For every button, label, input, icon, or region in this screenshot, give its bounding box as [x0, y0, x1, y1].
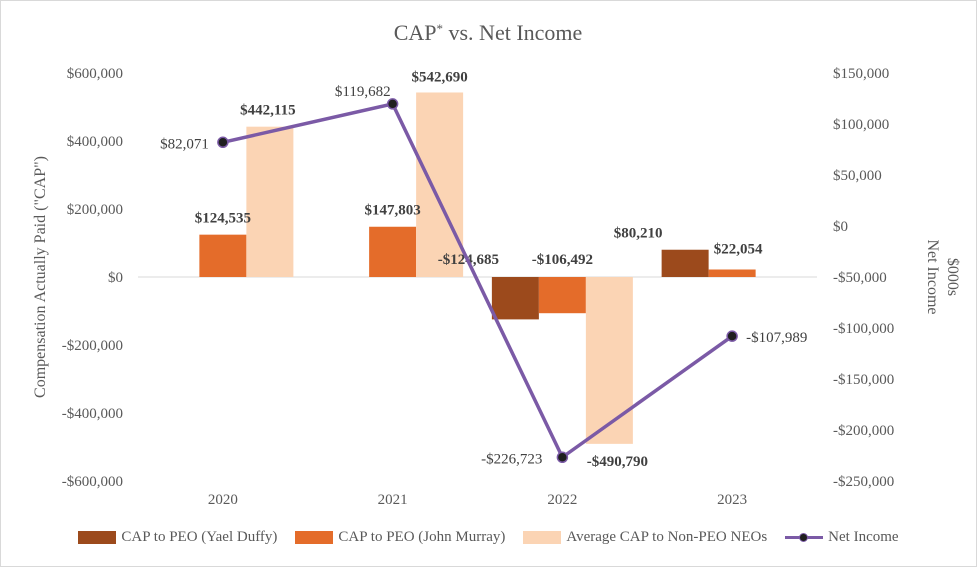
bar	[491, 277, 539, 320]
y2-tick-label: -$100,000	[833, 321, 894, 337]
y2-tick-label: -$250,000	[833, 474, 894, 490]
line-data-label: -$226,723	[481, 451, 542, 467]
net-income-marker	[556, 451, 569, 464]
bar-data-label: $147,803	[365, 203, 421, 219]
bar-data-label: $124,535	[195, 211, 251, 227]
legend-swatch-yael-duffy	[78, 531, 117, 544]
y-tick-label: $200,000	[67, 202, 123, 218]
legend-swatch-net-income	[785, 531, 824, 544]
y2-tick-label: -$150,000	[833, 372, 894, 388]
legend-label-john-murray: CAP to PEO (John Murray)	[338, 529, 506, 545]
chart-title: CAP* vs. Net Income	[394, 20, 583, 45]
y2-tick-label: -$200,000	[833, 423, 894, 439]
bar	[416, 92, 464, 277]
y-tick-label: $600,000	[67, 66, 123, 82]
y2-tick-label: $50,000	[833, 168, 882, 184]
line-data-label: $119,682	[335, 84, 391, 100]
legend-label-non-peo: Average CAP to Non-PEO NEOs	[566, 529, 768, 545]
bar	[246, 126, 294, 277]
line-data-label: -$107,989	[746, 330, 807, 346]
y2-tick-label: $0	[833, 219, 848, 235]
bar-data-label: $442,115	[240, 103, 295, 119]
y-tick-label: -$600,000	[62, 474, 123, 490]
y2-axis-title-line1: Net Income	[924, 239, 941, 314]
y-tick-label: -$400,000	[62, 406, 123, 422]
legend-swatch-non-peo	[523, 531, 562, 544]
bar	[585, 277, 633, 444]
bar	[661, 249, 709, 277]
legend-item-yael-duffy: CAP to PEO (Yael Duffy)	[78, 529, 277, 546]
bar	[708, 269, 756, 277]
x-tick-label: 2021	[378, 492, 408, 508]
net-income-line	[222, 102, 734, 460]
bar	[369, 226, 417, 277]
net-income-marker	[217, 136, 229, 149]
x-tick-label: 2023	[717, 492, 747, 508]
y-axis-title: Compensation Actually Paid ("CAP")	[32, 156, 49, 398]
legend-item-non-peo: Average CAP to Non-PEO NEOs	[523, 529, 767, 546]
legend-item-net-income: Net Income	[785, 529, 899, 546]
y2-tick-label: $100,000	[833, 117, 889, 133]
line-data-label: $82,071	[160, 136, 209, 152]
x-tick-label: 2022	[547, 492, 577, 508]
x-tick-label: 2020	[208, 492, 238, 508]
legend-label-net-income: Net Income	[828, 529, 899, 545]
net-income-marker	[726, 330, 738, 342]
bar-data-label: $22,054	[714, 242, 763, 258]
y2-tick-label: -$50,000	[833, 270, 887, 286]
y-tick-label: -$200,000	[62, 338, 123, 354]
y2-axis-title-line2: $000s	[944, 258, 961, 296]
bar-data-label: -$490,790	[587, 454, 648, 470]
bar	[538, 277, 586, 314]
y-tick-label: $400,000	[67, 134, 123, 150]
legend: CAP to PEO (Yael Duffy) CAP to PEO (John…	[1, 529, 976, 546]
legend-item-john-murray: CAP to PEO (John Murray)	[295, 529, 505, 546]
bar-data-label: $80,210	[614, 226, 663, 242]
y-tick-label: $0	[108, 270, 123, 286]
bar-data-label: -$106,492	[532, 252, 593, 268]
bar	[199, 234, 247, 277]
bar-data-label: $542,690	[412, 69, 468, 85]
y2-tick-label: $150,000	[833, 66, 889, 82]
legend-label-yael-duffy: CAP to PEO (Yael Duffy)	[121, 529, 278, 545]
net-income-marker	[386, 98, 399, 110]
legend-swatch-john-murray	[295, 531, 334, 544]
